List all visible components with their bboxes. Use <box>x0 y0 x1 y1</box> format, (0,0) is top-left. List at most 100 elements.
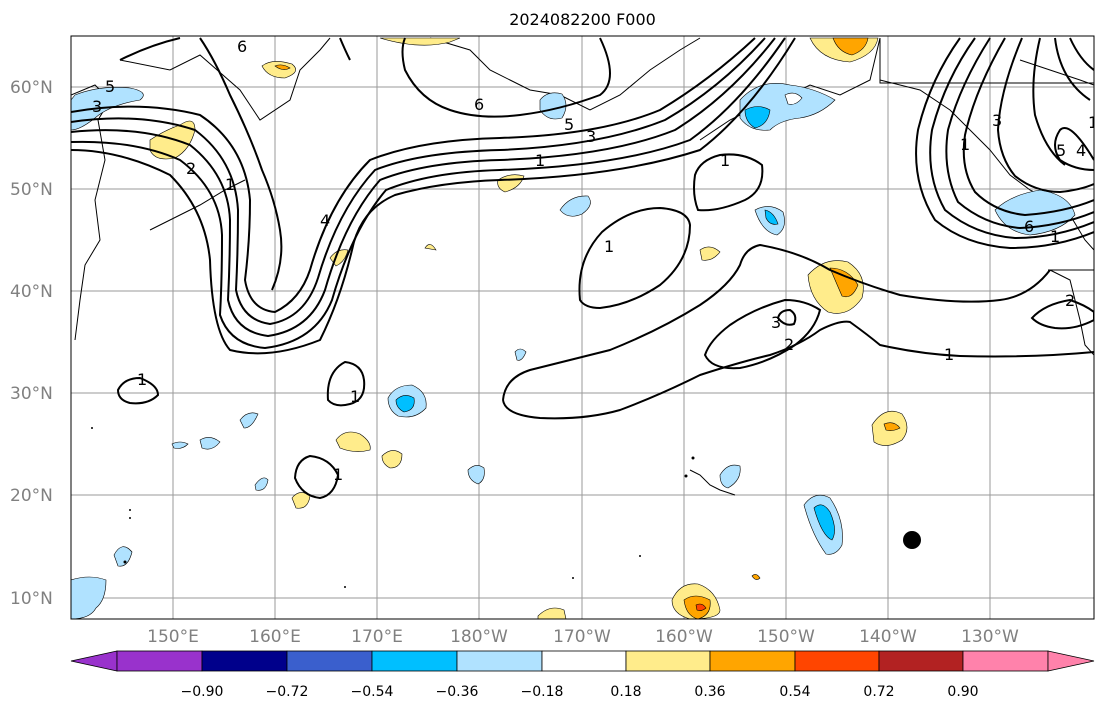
colorbar-segment <box>371 650 458 672</box>
lat-label: 60°N <box>10 78 53 98</box>
anomaly-shading <box>71 37 1076 619</box>
shading-blob <box>883 422 901 431</box>
shading-blob <box>539 92 567 120</box>
colorbar-extend-high <box>1047 650 1095 672</box>
contour-line <box>116 376 160 405</box>
colorbar <box>70 650 1095 672</box>
lon-label: 160°W <box>655 627 713 647</box>
lon-label: 130°W <box>961 627 1019 647</box>
lon-label: 160°E <box>249 627 301 647</box>
contour-label: 1 <box>137 370 147 389</box>
contour-line <box>1069 37 1094 71</box>
shading-blob <box>467 465 485 485</box>
colorbar-segment <box>116 650 203 672</box>
contour-line <box>962 37 1094 217</box>
shading-blob <box>764 209 779 225</box>
shading-blob <box>751 574 761 580</box>
contour-line <box>71 37 756 314</box>
shading-blob <box>695 603 707 611</box>
contour-line <box>1030 298 1094 330</box>
longitude-labels: 150°E 160°E 170°E 180°W 170°W 160°W 150°… <box>147 627 1019 647</box>
lat-label: 20°N <box>10 486 53 506</box>
contour-line <box>71 37 786 350</box>
shading-blob <box>335 431 371 452</box>
shading-blob <box>832 37 869 56</box>
lon-label: 150°W <box>757 627 815 647</box>
lat-label: 50°N <box>10 180 53 200</box>
contour-label: 4 <box>320 211 330 230</box>
colorbar-segment <box>286 650 373 672</box>
contour-label: 1 <box>960 135 970 154</box>
contour-label: 6 <box>237 37 247 56</box>
lat-label: 10°N <box>10 589 53 609</box>
lon-label: 170°E <box>351 627 403 647</box>
contour-label: 1 <box>720 151 730 170</box>
shading-blob <box>744 106 771 129</box>
contour-label: 1 <box>535 151 545 170</box>
contour-line <box>703 298 822 370</box>
shading-blob <box>813 504 835 541</box>
shading-blob <box>424 244 437 251</box>
colorbar-tick: −0.90 <box>181 684 224 700</box>
lat-label: 30°N <box>10 384 53 404</box>
shading-blob <box>807 260 864 314</box>
shading-blob <box>699 246 721 261</box>
shading-blob <box>784 92 803 105</box>
shading-blob <box>199 437 221 450</box>
colorbar-segment <box>794 650 880 672</box>
shading-blob <box>113 546 133 567</box>
colorbar-segment <box>962 650 1049 672</box>
contour-line <box>915 37 1094 250</box>
contour-line <box>199 37 283 291</box>
contour-label: 2 <box>1065 291 1075 310</box>
shading-blob <box>829 267 859 298</box>
colorbar-tick: 0.54 <box>779 684 810 700</box>
colorbar-tick: 0.72 <box>863 684 894 700</box>
colorbar-segment <box>625 650 711 672</box>
contour-label: 5 <box>105 77 115 96</box>
contour-label: 1 <box>333 465 343 484</box>
contour-line <box>929 37 1094 240</box>
contour-label: 1 <box>1088 113 1098 132</box>
shading-blob <box>71 576 107 619</box>
contour-line <box>119 37 181 61</box>
contour-line <box>293 454 340 500</box>
contour-label: 3 <box>586 127 596 146</box>
shading-blob <box>274 64 291 70</box>
contour-label: 3 <box>771 313 781 332</box>
colorbar-tick: −0.72 <box>266 684 309 700</box>
shading-blob <box>514 348 527 361</box>
colorbar-segment <box>878 650 964 672</box>
map-title: 2024082200 F000 <box>509 10 656 29</box>
contour-label: 5 <box>1056 141 1066 160</box>
shading-blob <box>381 450 403 469</box>
colorbar-extend-low <box>70 650 118 672</box>
contour-label: 1 <box>225 175 235 194</box>
shading-blob <box>171 441 189 449</box>
contour-line <box>1054 127 1094 171</box>
shading-blob <box>261 61 296 79</box>
colorbar-ticks: −0.90 −0.72 −0.54 −0.36 −0.18 0.18 0.36 … <box>181 684 979 700</box>
shading-blob <box>395 395 415 413</box>
contour-line <box>71 37 796 355</box>
gridlines <box>71 36 1094 619</box>
colorbar-tick: −0.18 <box>521 684 564 700</box>
colorbar-segment <box>541 650 627 672</box>
shading-blob <box>239 412 259 429</box>
colorbar-tick: −0.36 <box>436 684 479 700</box>
shading-blob <box>254 477 269 491</box>
contour-label: 2 <box>784 335 794 354</box>
shading-blob <box>719 464 741 489</box>
contour-label: 2 <box>186 159 196 178</box>
contour-line <box>1054 37 1091 101</box>
contour-label: 1 <box>350 387 360 406</box>
contour-label: 5 <box>564 115 574 134</box>
contour-label: 1 <box>944 345 954 364</box>
contour-label: 6 <box>1024 217 1034 236</box>
contour-line <box>1032 37 1066 166</box>
contour-label: 6 <box>474 95 484 114</box>
contour-label: 3 <box>92 97 102 116</box>
contour-line <box>945 37 1094 230</box>
contour-labels: 6 5 4 3 2 1 6 5 3 1 1 1 1 1 1 1 1 3 2 1 … <box>92 37 1098 484</box>
